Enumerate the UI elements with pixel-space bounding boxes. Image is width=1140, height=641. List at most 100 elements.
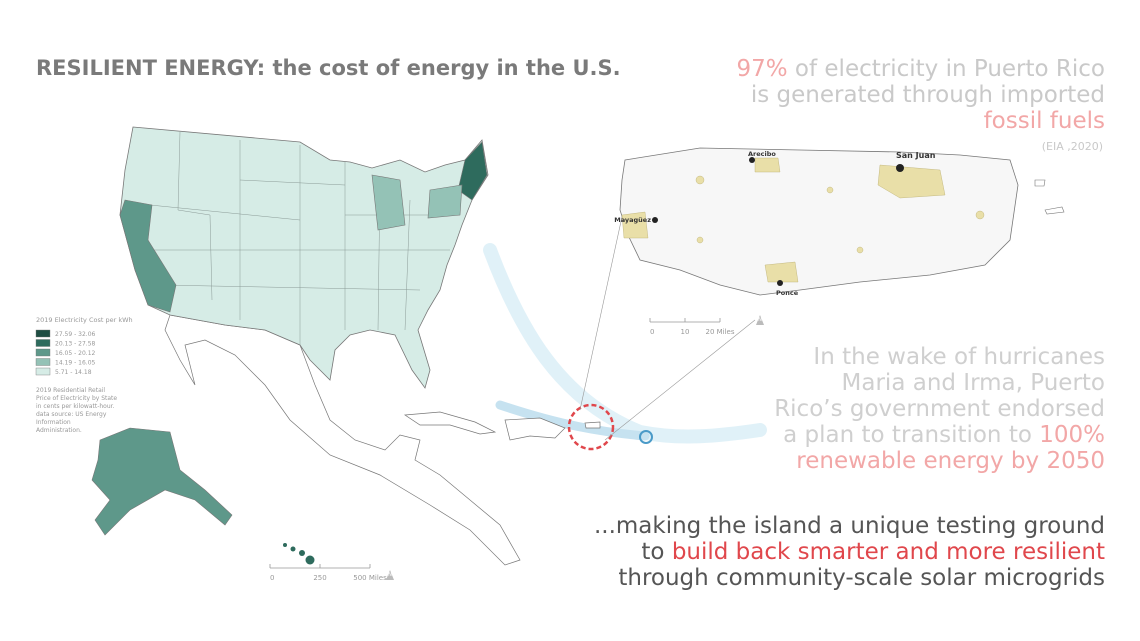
- island: [290, 546, 296, 552]
- city-dot: [896, 164, 904, 172]
- stat-line: fossil fuels: [984, 108, 1105, 134]
- state-lines: [130, 131, 460, 345]
- city-dot: [777, 280, 783, 286]
- legend-swatch: [35, 329, 51, 338]
- text-segment: a plan to transition to: [783, 422, 1039, 448]
- cuba: [403, 411, 497, 435]
- site: [877, 164, 946, 199]
- legend-note: 2019 Residential Retail: [36, 387, 105, 394]
- hurricane-track: [495, 400, 650, 441]
- site: [975, 210, 985, 220]
- new-england: [457, 141, 488, 201]
- legend-note: Price of Electricity by State: [36, 395, 117, 402]
- state-borders: [130, 131, 460, 345]
- text-segment: 100%: [1039, 422, 1105, 448]
- scale-label: 20 Miles: [705, 328, 734, 336]
- legend-label: 27.59 - 32.06: [55, 331, 96, 338]
- culebra: [1034, 179, 1046, 187]
- cities: Arecibo San Juan Mayagüez Ponce: [614, 150, 935, 297]
- text-segment: Rico’s government endorsed: [774, 396, 1105, 422]
- text-segment: ...making the island a unique testing gr…: [594, 513, 1105, 539]
- california: [119, 199, 177, 313]
- alaska: [91, 427, 233, 536]
- north-arrow: [756, 315, 764, 325]
- solar-sites: [621, 157, 985, 283]
- legend-swatch: [35, 367, 51, 376]
- text-segment: renewable energy by 2050: [796, 448, 1105, 474]
- legend-label: 5.71 - 14.18: [55, 369, 92, 376]
- legend-note: Information: [36, 419, 71, 426]
- hawaii: [283, 543, 315, 565]
- conclusion-line: to build back smarter and more resilient: [641, 539, 1105, 565]
- island: [305, 555, 315, 565]
- legend-note: data source: US Energy: [36, 411, 107, 418]
- title: RESILIENT ENERGY: the cost of energy in …: [36, 56, 621, 80]
- wake-line: In the wake of hurricanes: [813, 344, 1105, 370]
- legend-swatch: [35, 358, 51, 366]
- text-segment: Maria and Irma, Puerto: [842, 370, 1105, 396]
- conclusion-line: through community-scale solar microgrids: [618, 565, 1105, 591]
- legend: 2019 Electricity Cost per kWh 27.59 - 32.…: [35, 316, 133, 434]
- city-label: San Juan: [896, 151, 936, 160]
- zoom-line: [604, 319, 756, 441]
- hispaniola: [504, 417, 566, 441]
- city-dot: [749, 157, 755, 163]
- legend-note: in cents per kilowatt-hour.: [36, 403, 115, 410]
- source: (EIA ,2020): [1042, 140, 1103, 153]
- wake-line: Rico’s government endorsed: [774, 396, 1105, 422]
- north-label: N: [388, 572, 392, 578]
- text-segment: through community-scale solar microgrids: [618, 565, 1105, 591]
- text-segment: to: [641, 539, 671, 565]
- site: [856, 246, 864, 254]
- hurricane-path: [483, 243, 767, 444]
- island: [283, 543, 287, 547]
- legend-note: Administration.: [36, 427, 82, 434]
- vieques: [1044, 206, 1065, 215]
- north-label: N: [758, 317, 762, 323]
- scale-label: 250: [313, 574, 326, 582]
- wake-line: Maria and Irma, Puerto: [842, 370, 1105, 396]
- site: [695, 175, 705, 185]
- text-segment: fossil fuels: [984, 108, 1105, 134]
- text-segment: is generated through imported: [751, 82, 1105, 108]
- text-segment: of electricity in Puerto Rico: [788, 56, 1105, 82]
- scale-label: 10: [681, 328, 690, 336]
- site: [621, 211, 649, 239]
- site: [826, 186, 834, 194]
- city-dot: [652, 217, 658, 223]
- site: [696, 236, 704, 244]
- scale-bars: 0 250 500 Miles 0 10 20 Miles N N: [269, 315, 764, 582]
- legend-swatch: [35, 339, 51, 347]
- focus-circle: [567, 403, 615, 451]
- scale-label: 0: [270, 574, 274, 582]
- stat-line: is generated through imported: [751, 82, 1105, 108]
- new-york: [427, 184, 463, 219]
- mexico: [164, 314, 521, 566]
- city-label: Ponce: [776, 289, 799, 297]
- city-label: Arecibo: [748, 150, 776, 158]
- wake-line: renewable energy by 2050: [796, 448, 1105, 474]
- text-segment: In the wake of hurricanes: [813, 344, 1105, 370]
- legend-title: 2019 Electricity Cost per kWh: [36, 316, 133, 324]
- stat-line: 97% of electricity in Puerto Rico: [736, 56, 1105, 82]
- puerto-rico-small: [584, 421, 601, 429]
- legend-label: 14.19 - 16.05: [55, 360, 96, 367]
- legend-label: 20.13 - 27.58: [55, 341, 96, 348]
- hurricane-icon: [639, 430, 653, 444]
- wake-line: a plan to transition to 100%: [783, 422, 1105, 448]
- scale-label: 500 Miles: [353, 574, 387, 582]
- zoom-line: [579, 179, 631, 411]
- text-segment: 97%: [736, 56, 787, 82]
- legend-swatch: [35, 348, 51, 357]
- site: [764, 261, 799, 283]
- island: [299, 550, 305, 556]
- conclusion-line: ...making the island a unique testing gr…: [594, 513, 1105, 539]
- city-label: Mayagüez: [614, 216, 651, 224]
- text-segment: build back smarter and more resilient: [672, 539, 1105, 565]
- legend-label: 16.05 - 20.12: [55, 350, 96, 357]
- michigan: [371, 174, 406, 231]
- scale-label: 0: [650, 328, 654, 336]
- north-arrow: [386, 570, 394, 580]
